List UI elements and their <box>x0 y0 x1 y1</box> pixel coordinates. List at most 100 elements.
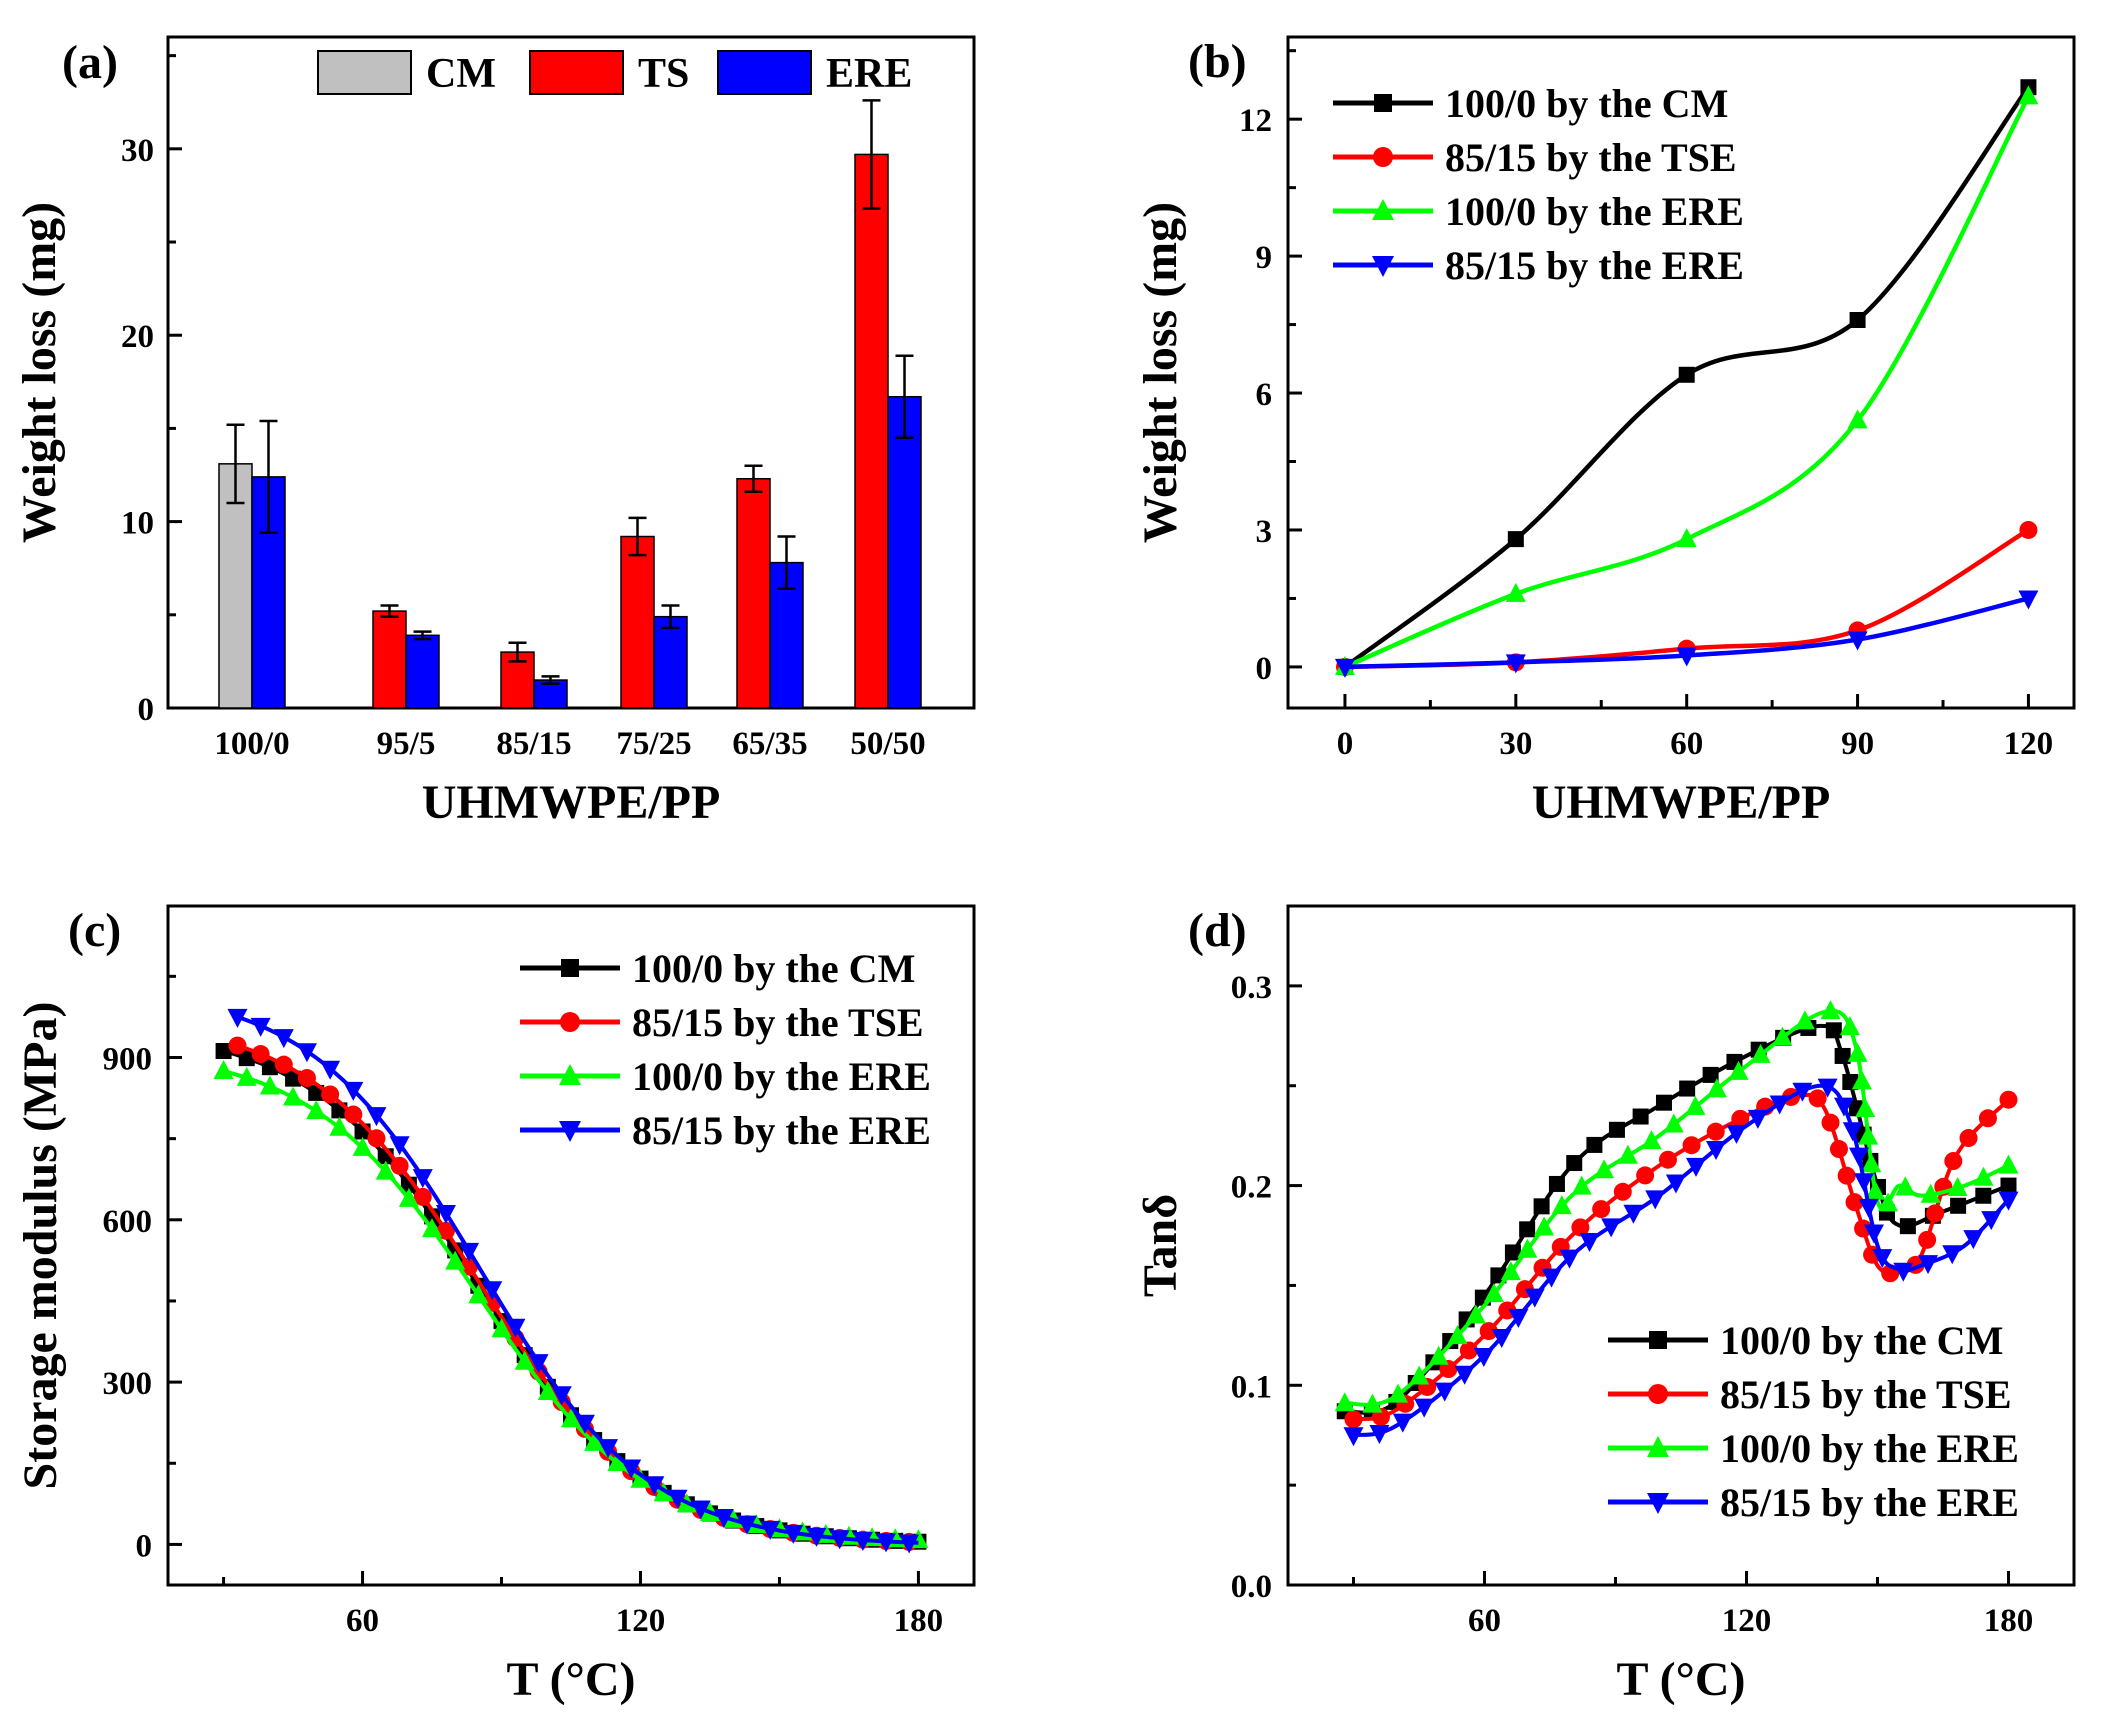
legend-d: 100/0 by the CM 85/15 by the TSE 100/0 by … <box>1608 1318 2019 1525</box>
panel-d-frame <box>1286 904 2076 1587</box>
data-point <box>1944 1152 1963 1171</box>
data-point <box>806 1527 827 1547</box>
legend-marker <box>559 1121 581 1142</box>
legend-marker <box>1372 256 1394 277</box>
legend-marker <box>1373 147 1393 167</box>
data-point <box>713 1509 734 1529</box>
data-point <box>1848 1147 1869 1167</box>
data-point <box>321 1085 340 1104</box>
data-point <box>1792 1082 1813 1102</box>
data-point <box>1505 654 1526 674</box>
data-point <box>251 1045 270 1064</box>
data-point <box>352 1136 373 1156</box>
data-point <box>238 1050 255 1067</box>
data-point <box>1344 1410 1363 1429</box>
data-point <box>1454 1365 1475 1385</box>
legend-label: 85/15 by the ERE <box>632 1108 931 1153</box>
data-point <box>273 1029 294 1049</box>
data-point <box>875 1533 896 1553</box>
bar-ERE <box>405 634 440 709</box>
data-point <box>2000 1177 2017 1194</box>
legend-marker <box>561 959 579 977</box>
panel-label-a: (a) <box>62 36 118 89</box>
legend-label: 85/15 by the TSE <box>1720 1372 2012 1417</box>
data-point <box>1623 1204 1644 1224</box>
data-point <box>1679 1080 1696 1097</box>
data-point <box>1855 1097 1876 1117</box>
data-point <box>1334 1392 1355 1412</box>
data-point <box>329 1116 350 1136</box>
data-point <box>1854 1219 1873 1238</box>
data-point <box>528 1354 549 1374</box>
data-point <box>1808 1089 1827 1108</box>
y-tick-label-d: 0.2 <box>1231 1170 1272 1206</box>
data-point <box>1731 1109 1750 1128</box>
plot-area-d <box>1334 1000 2019 1447</box>
x-tick-label-d: 180 <box>1984 1603 2034 1639</box>
data-point <box>1973 1166 1994 1186</box>
data-point <box>274 1055 293 1074</box>
data-point <box>1663 1113 1684 1133</box>
data-point <box>1978 1109 1997 1128</box>
data-point <box>213 1060 234 1080</box>
data-point <box>2018 590 2039 610</box>
data-point <box>1959 1129 1978 1148</box>
y-tick-label-c: 300 <box>103 1366 153 1402</box>
data-point <box>306 1100 327 1120</box>
plot-area-b <box>1334 79 2039 678</box>
data-point <box>1632 1108 1649 1125</box>
data-point <box>1728 1060 1749 1080</box>
data-point <box>1685 1095 1706 1115</box>
data-point <box>1829 1140 1848 1159</box>
legend-marker <box>559 1064 581 1085</box>
y-tick-label-c: 600 <box>103 1204 153 1240</box>
data-point <box>1459 1341 1478 1360</box>
data-point <box>1388 1383 1409 1403</box>
data-point <box>783 1524 804 1544</box>
data-point <box>852 1532 873 1552</box>
data-point <box>390 1156 409 1175</box>
data-point <box>1465 1304 1486 1324</box>
legend-marker <box>1648 1384 1668 1404</box>
data-point <box>1950 1197 1967 1214</box>
bars-a <box>218 99 922 709</box>
data-point <box>1839 1016 1860 1036</box>
data-point <box>667 1489 688 1509</box>
y-tick-label-d: 0.3 <box>1231 970 1272 1006</box>
data-point <box>435 1205 456 1225</box>
data-point <box>367 1129 386 1148</box>
data-point <box>1658 1150 1677 1169</box>
data-point <box>1504 1244 1521 1261</box>
data-point <box>1409 1365 1430 1385</box>
data-point <box>537 1381 558 1401</box>
data-point <box>228 1036 247 1055</box>
legend-label-ERE: ERE <box>826 51 912 97</box>
y-axis-title-d: Tanδ <box>1134 1194 1187 1297</box>
data-point <box>261 1059 278 1076</box>
panel-label-d: (d) <box>1188 904 1247 957</box>
data-point <box>285 1070 302 1087</box>
data-point <box>1858 1125 1879 1145</box>
panel-label-b: (b) <box>1188 35 1247 88</box>
data-point <box>1362 1393 1383 1413</box>
legend-label: 85/15 by the TSE <box>1445 135 1737 180</box>
data-point <box>1849 312 1866 329</box>
data-point <box>1999 1090 2018 1109</box>
data-point <box>459 1242 480 1262</box>
data-point <box>644 1476 665 1496</box>
bar-TS <box>736 477 771 709</box>
legend-marker <box>1647 1493 1669 1514</box>
data-point <box>283 1086 304 1106</box>
data-point <box>1676 647 1697 667</box>
data-point <box>1682 1136 1701 1155</box>
data-point <box>584 1431 605 1451</box>
data-point <box>1820 1000 1841 1020</box>
data-point <box>1878 1192 1899 1212</box>
data-point <box>1872 1249 1893 1269</box>
data-point <box>1861 1153 1882 1173</box>
data-point <box>1847 1042 1868 1062</box>
data-point <box>574 1414 595 1434</box>
legend-b: 100/0 by the CM 85/15 by the TSE 100/0 by … <box>1333 81 1744 288</box>
legend-marker <box>1649 1331 1667 1349</box>
